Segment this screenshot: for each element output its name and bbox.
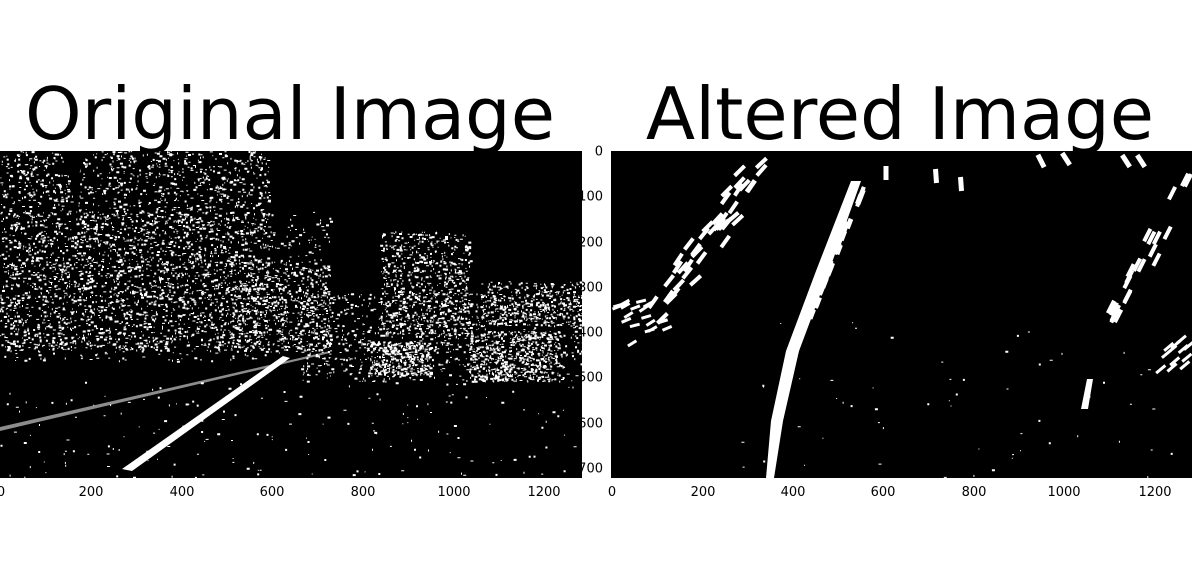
far-left-streaks [612,298,673,348]
right-x-tick: 1000 [1047,485,1081,500]
right-y-tick: 200 [578,235,603,251]
right-edge-streaks [1155,334,1192,375]
right-x-tick: 1200 [1138,485,1172,500]
right-y-tick: 700 [578,461,603,477]
left-x-tick: 600 [259,485,285,500]
left-panel-title: Original Image [24,72,556,156]
right-y-tick: 400 [578,325,603,341]
right-y-tick: 500 [578,370,603,386]
left-x-tick: 200 [78,485,104,500]
right-y-tick: 100 [578,189,603,205]
left-lane-line [766,181,861,478]
right-x-tick: 600 [870,485,896,500]
left-x-tick: 0 [0,485,6,500]
right-panel-title: Altered Image [645,72,1155,156]
right-x-tick: 400 [780,485,806,500]
left-x-tick: 1200 [527,485,561,500]
right-streaks [1106,172,1192,324]
altered-image-canvas [612,151,1192,478]
scatter-noise [741,322,1173,478]
top-blobs [883,151,1147,192]
altered-image [611,151,1192,478]
original-image-canvas [0,151,582,478]
right-x-tick: 200 [690,485,716,500]
right-x-tick: 800 [961,485,987,500]
right-y-tick: 300 [578,280,603,296]
left-x-tick: 800 [350,485,376,500]
original-image [0,151,582,478]
right-x-tick: 0 [607,485,617,500]
right-y-tick: 600 [578,416,603,432]
left-streaks [647,156,768,325]
lane-texture [808,186,866,320]
right-y-tick: 0 [594,144,603,160]
left-x-tick: 1000 [437,485,471,500]
left-x-tick: 400 [169,485,195,500]
right-lane-fragment [1081,379,1093,409]
